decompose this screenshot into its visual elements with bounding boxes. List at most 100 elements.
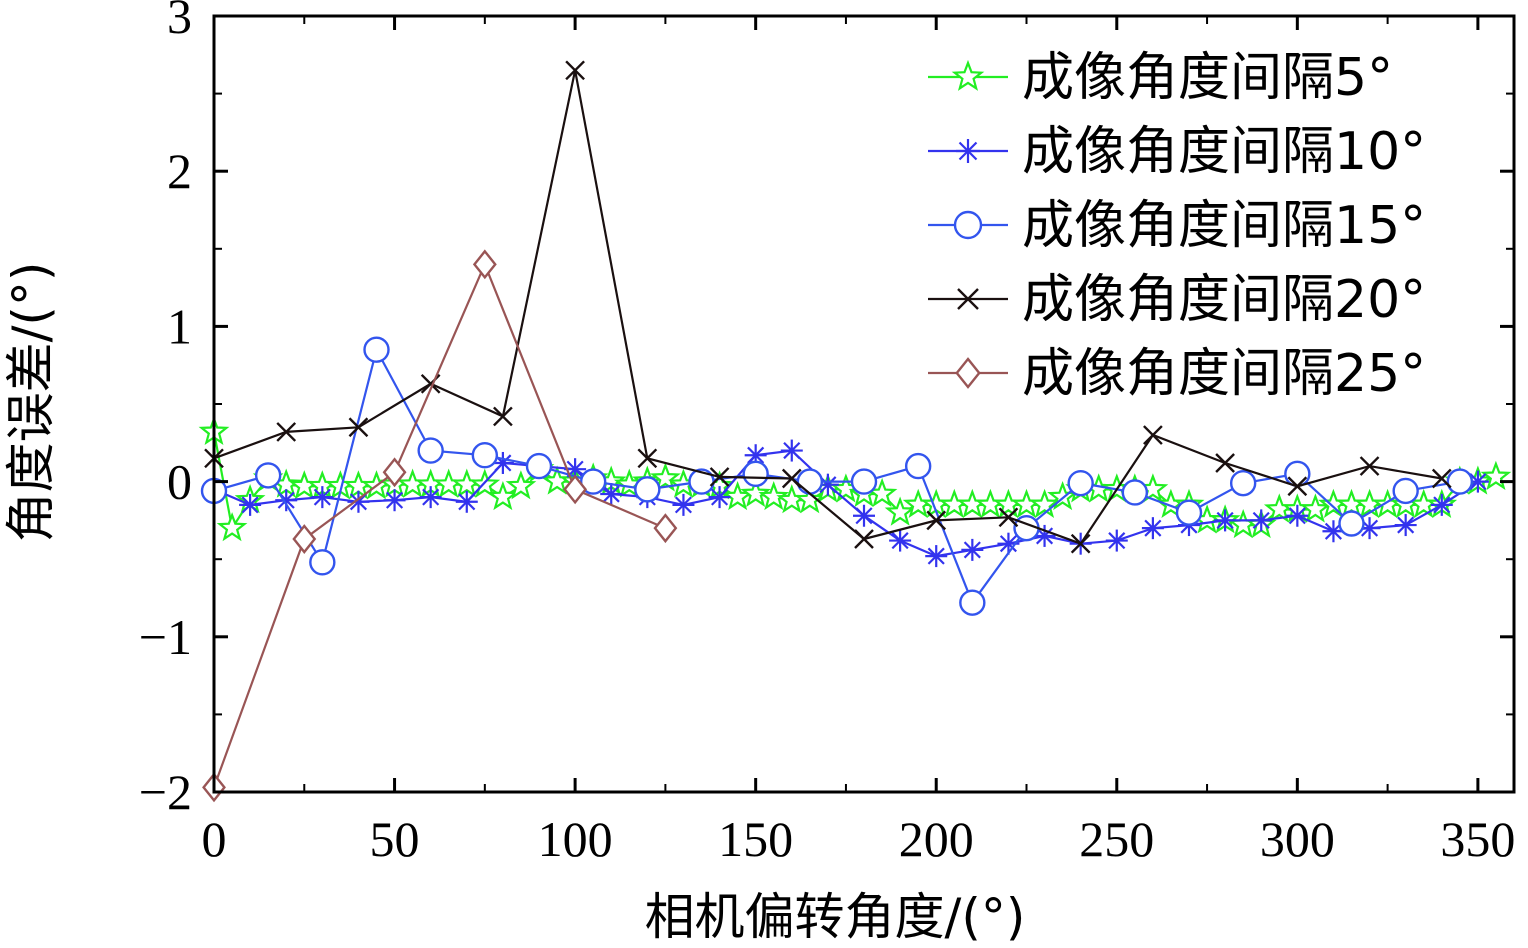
data-point: [951, 59, 985, 91]
data-point: [254, 462, 282, 489]
data-point: [904, 452, 932, 480]
data-point: [1175, 499, 1203, 526]
data-point: [1466, 470, 1489, 493]
legend-entry: 成像角度间隔10°: [928, 122, 1426, 182]
series: [204, 60, 1452, 554]
data-point: [348, 417, 369, 438]
data-point: [634, 476, 661, 503]
y-tick-label: −2: [139, 764, 192, 820]
asterisk-stroke: [1433, 496, 1451, 514]
asterisk-stroke: [494, 454, 512, 472]
legend-label: 成像角度间隔15°: [1022, 196, 1426, 256]
data-point: [1067, 469, 1094, 497]
data-point: [650, 462, 681, 492]
data-point: [672, 493, 695, 516]
data-point: [239, 493, 262, 516]
x-stroke: [1431, 468, 1452, 489]
y-tick-label: 1: [167, 298, 192, 354]
legend-entry: 成像角度间隔20°: [928, 270, 1426, 330]
x-stroke: [1287, 476, 1308, 497]
y-tick-label: 2: [167, 143, 192, 199]
x-stroke: [1215, 453, 1235, 473]
data-point: [1338, 510, 1365, 537]
asterisk-stroke: [349, 493, 368, 511]
data-point: [953, 210, 983, 240]
data-point: [653, 513, 678, 544]
data-point: [959, 589, 986, 616]
x-stroke: [1359, 456, 1380, 476]
data-point: [1286, 504, 1309, 527]
data-point: [525, 452, 553, 480]
x-stroke: [957, 288, 979, 310]
data-point: [1392, 477, 1419, 505]
data-point: [1229, 469, 1257, 497]
data-point: [708, 486, 731, 509]
x-tick-label: 300: [1260, 811, 1335, 867]
x-tick-label: 100: [538, 811, 613, 867]
x-tick-label: 200: [899, 811, 974, 867]
data-point: [563, 474, 588, 505]
asterisk-stroke: [241, 496, 259, 514]
data-point: [1446, 468, 1474, 495]
asterisk-stroke: [855, 507, 873, 525]
data-point: [956, 139, 980, 163]
data-point: [1105, 529, 1128, 552]
data-point: [471, 442, 499, 469]
data-point: [579, 468, 607, 495]
asterisk-stroke: [783, 442, 801, 460]
data-point: [455, 490, 478, 513]
x-stroke: [1143, 425, 1163, 445]
data-point: [1430, 493, 1453, 516]
y-tick-label: 3: [167, 0, 192, 44]
x-tick-label: 250: [1079, 811, 1154, 867]
data-point: [417, 437, 444, 464]
data-point: [1359, 456, 1380, 476]
x-tick-label: 150: [718, 811, 793, 867]
legend-entry: 成像角度间隔25°: [928, 344, 1426, 404]
asterisk-stroke: [1469, 473, 1487, 491]
asterisk-stroke: [747, 446, 765, 464]
data-point: [1394, 514, 1417, 537]
asterisk-stroke: [963, 541, 981, 559]
data-point: [505, 470, 537, 500]
data-point: [998, 507, 1019, 528]
legend-entry: 成像角度间隔5°: [928, 48, 1393, 108]
x-stroke: [1070, 533, 1091, 554]
data-point: [850, 468, 878, 495]
data-point: [794, 484, 826, 514]
legend-label: 成像角度间隔25°: [1022, 344, 1426, 404]
data-point: [709, 467, 730, 487]
data-point: [742, 460, 769, 488]
x-stroke: [348, 417, 369, 438]
series-line: [212, 261, 666, 788]
asterisk-stroke: [891, 532, 909, 550]
data-point: [1070, 533, 1091, 554]
asterisk-stroke: [1216, 511, 1234, 529]
x-tick-label: 0: [202, 811, 227, 867]
legend-box: [915, 40, 1490, 406]
asterisk-stroke: [313, 488, 331, 506]
data-point: [1287, 476, 1308, 497]
data-point: [853, 504, 875, 527]
y-tick-label: −1: [139, 609, 192, 665]
asterisk-stroke: [422, 488, 440, 506]
asterisk-stroke: [710, 488, 729, 506]
asterisk-stroke: [458, 493, 476, 511]
data-point: [961, 538, 984, 561]
data-point: [493, 406, 513, 427]
x-tick-label: 350: [1440, 811, 1515, 867]
data-point: [311, 486, 334, 509]
data-point: [781, 468, 802, 489]
data-point: [780, 439, 803, 462]
asterisk-stroke: [1035, 527, 1054, 545]
asterisk-stroke: [385, 491, 404, 509]
legend-label: 成像角度间隔20°: [1022, 270, 1426, 330]
data-point: [382, 457, 407, 488]
data-point: [926, 510, 947, 531]
x-axis: 0 50 100 150 200 250 300 350: [202, 16, 1515, 867]
data-point: [1284, 460, 1311, 488]
asterisk-stroke: [674, 496, 693, 514]
asterisk-stroke: [958, 141, 978, 161]
y-tick-label: 0: [167, 454, 192, 510]
